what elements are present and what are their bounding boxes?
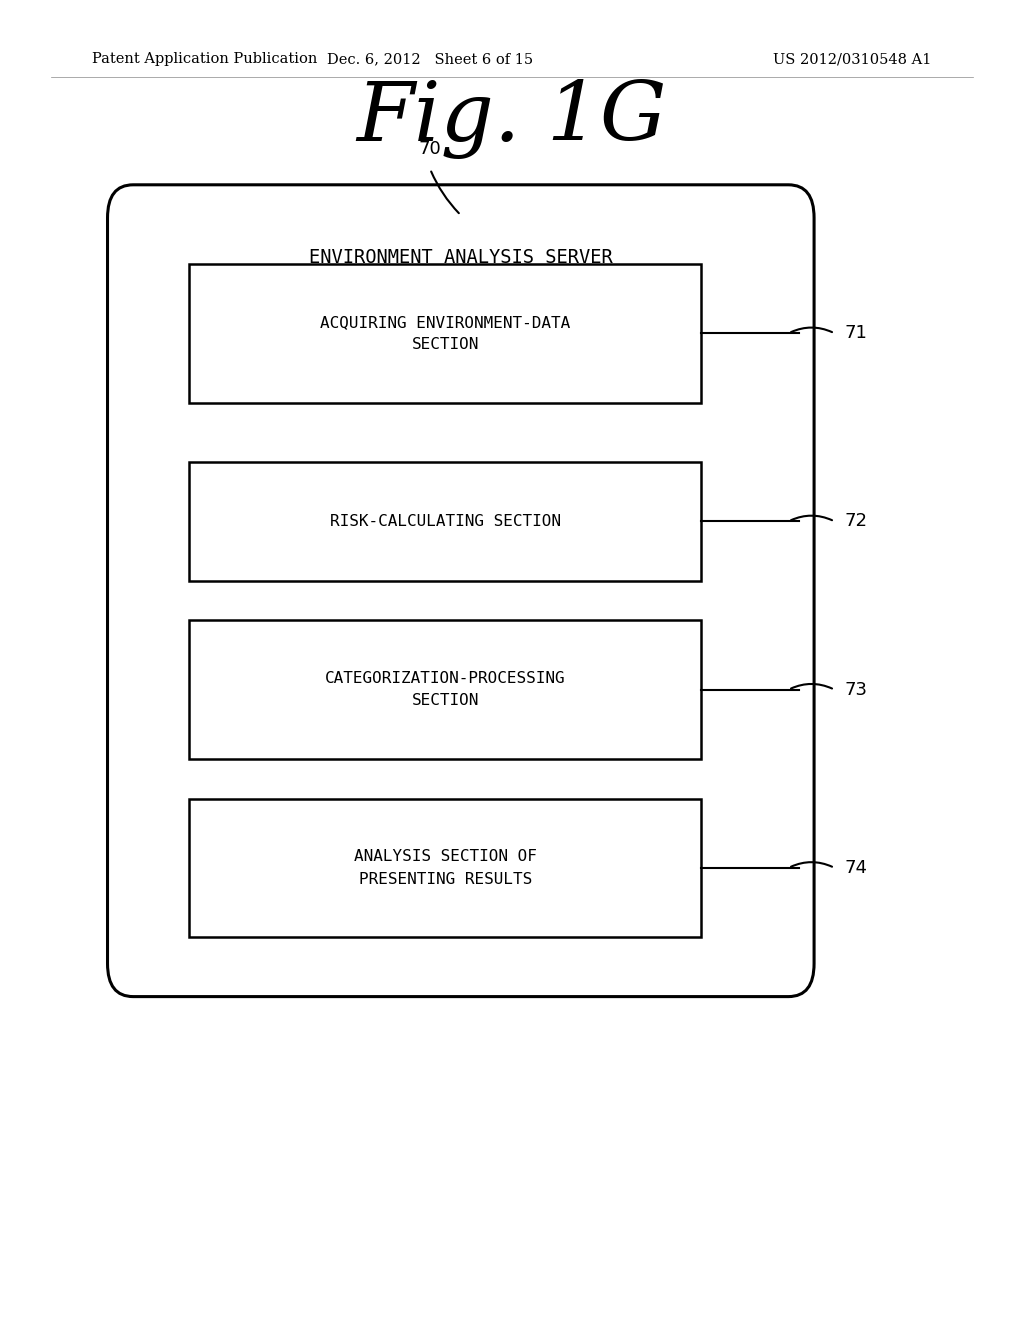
Text: Fig. 1G: Fig. 1G — [356, 79, 668, 158]
Text: 74: 74 — [845, 859, 867, 876]
Text: ACQUIRING ENVIRONMENT-DATA
SECTION: ACQUIRING ENVIRONMENT-DATA SECTION — [321, 314, 570, 352]
Text: CATEGORIZATION-PROCESSING
SECTION: CATEGORIZATION-PROCESSING SECTION — [326, 671, 565, 709]
Text: Dec. 6, 2012   Sheet 6 of 15: Dec. 6, 2012 Sheet 6 of 15 — [327, 53, 534, 66]
FancyBboxPatch shape — [189, 264, 701, 403]
Text: 73: 73 — [845, 681, 867, 698]
Text: ENVIRONMENT ANALYSIS SERVER: ENVIRONMENT ANALYSIS SERVER — [309, 248, 612, 267]
Text: US 2012/0310548 A1: US 2012/0310548 A1 — [773, 53, 932, 66]
FancyBboxPatch shape — [108, 185, 814, 997]
FancyBboxPatch shape — [189, 620, 701, 759]
Text: ANALYSIS SECTION OF
PRESENTING RESULTS: ANALYSIS SECTION OF PRESENTING RESULTS — [354, 849, 537, 887]
Text: 70: 70 — [419, 140, 441, 158]
Text: RISK-CALCULATING SECTION: RISK-CALCULATING SECTION — [330, 513, 561, 529]
FancyBboxPatch shape — [189, 799, 701, 937]
Text: 72: 72 — [845, 512, 867, 531]
FancyBboxPatch shape — [189, 462, 701, 581]
Text: 71: 71 — [845, 325, 867, 342]
Text: Patent Application Publication: Patent Application Publication — [92, 53, 317, 66]
